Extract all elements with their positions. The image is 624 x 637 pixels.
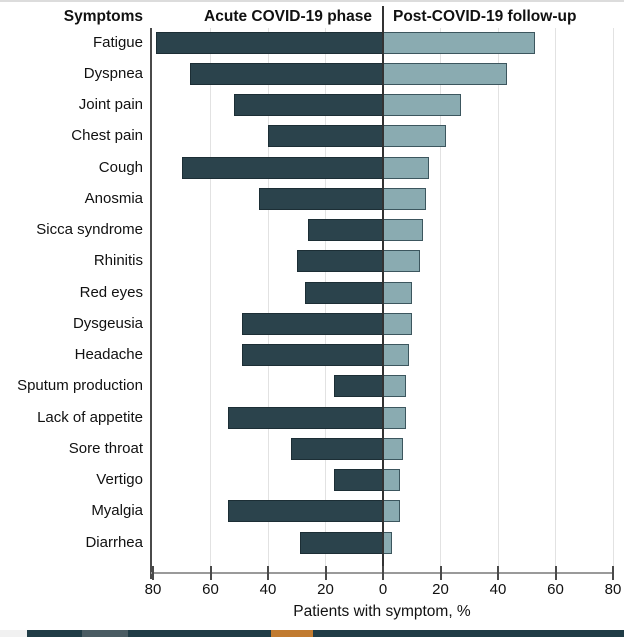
followup-bar — [383, 156, 429, 179]
symptom-label: Diarrhea — [85, 533, 143, 551]
symptom-label: Sore throat — [68, 439, 143, 457]
followup-bar — [383, 94, 461, 116]
symptom-label: Anosmia — [84, 189, 143, 207]
symptom-label: Chest pain — [71, 127, 143, 145]
gridline — [497, 28, 499, 574]
axis-tick — [554, 566, 557, 580]
gridline — [555, 28, 556, 574]
axis-tick-label: 0 — [378, 581, 388, 598]
axis-tick — [209, 566, 212, 580]
acute-bar — [227, 500, 383, 523]
axis-tick — [439, 566, 442, 580]
symptom-label: Dysgeusia — [72, 314, 143, 332]
followup-bar — [383, 187, 427, 210]
gridline — [267, 28, 269, 574]
acute-bar — [155, 31, 383, 54]
followup-bar — [383, 469, 401, 491]
bottom-strip — [0, 630, 624, 637]
followup-bar — [383, 531, 392, 554]
followup-bar — [383, 375, 406, 398]
followup-bar — [383, 312, 412, 335]
strip-segment — [0, 630, 27, 637]
acute-bar — [233, 94, 383, 116]
strip-segment — [313, 630, 624, 637]
symptom-label: Lack of appetite — [37, 408, 143, 426]
symptom-label: Dyspnea — [83, 64, 143, 82]
acute-bar — [305, 281, 383, 304]
symptom-label: Myalgia — [91, 502, 143, 520]
symptom-label: Vertigo — [96, 471, 143, 488]
axis-tick-label: 40 — [489, 581, 507, 598]
acute-bar — [296, 250, 383, 273]
acute-bar — [259, 187, 383, 210]
followup-bar — [383, 406, 406, 429]
axis-tick — [612, 566, 614, 580]
symptom-label: Cough — [98, 158, 143, 176]
strip-segment — [27, 630, 82, 637]
axis-tick-label: 60 — [202, 581, 219, 598]
symptoms-column-header: Symptoms — [63, 8, 143, 25]
followup-bar — [383, 500, 401, 523]
followup-bar — [383, 125, 447, 148]
acute-phase-header: Acute COVID-19 phase — [204, 8, 372, 25]
acute-bar — [291, 437, 383, 460]
axis-tick-label: 20 — [317, 581, 334, 598]
followup-bar — [383, 250, 421, 273]
symptom-label: Red eyes — [79, 283, 143, 301]
axis-tick-label: 60 — [547, 581, 564, 598]
acute-bar — [242, 344, 383, 366]
acute-bar — [181, 156, 383, 179]
post-covid-header: Post-COVID-19 follow-up — [393, 8, 577, 25]
strip-segment — [128, 630, 271, 637]
y-axis-line — [150, 28, 152, 579]
axis-tick — [324, 566, 327, 580]
symptom-label: Rhinitis — [93, 252, 143, 270]
followup-bar — [383, 281, 412, 304]
followup-bar — [383, 62, 507, 85]
axis-tick — [382, 566, 384, 580]
followup-bar — [383, 219, 424, 241]
acute-bar — [308, 219, 383, 241]
followup-bar — [383, 437, 404, 460]
axis-tick-label: 80 — [604, 581, 622, 598]
followup-bar — [383, 31, 536, 54]
axis-tick-label: 80 — [144, 581, 162, 598]
gridline — [612, 28, 614, 574]
acute-bar — [190, 62, 383, 85]
gridline — [210, 28, 211, 574]
top-divider-line — [0, 0, 624, 2]
strip-segment — [271, 630, 313, 637]
acute-bar — [334, 469, 383, 491]
strip-segment — [82, 630, 128, 637]
symptom-label: Fatigue — [92, 33, 143, 51]
acute-bar — [334, 375, 383, 398]
axis-tick — [267, 566, 269, 580]
acute-bar — [268, 125, 383, 148]
symptom-label: Sputum production — [17, 377, 143, 395]
axis-tick-label: 20 — [432, 581, 449, 598]
center-divider-line — [382, 6, 384, 574]
axis-tick — [497, 566, 499, 580]
symptom-label: Headache — [74, 346, 143, 363]
axis-tick — [152, 566, 154, 580]
gridline — [440, 28, 441, 574]
symptom-label: Joint pain — [78, 96, 143, 113]
acute-bar — [242, 312, 383, 335]
followup-bar — [383, 344, 409, 366]
acute-bar — [299, 531, 383, 554]
x-axis-title: Patients with symptom, % — [293, 603, 471, 620]
axis-tick-label: 40 — [259, 581, 277, 598]
acute-bar — [227, 406, 383, 429]
symptom-label: Sicca syndrome — [36, 221, 143, 238]
